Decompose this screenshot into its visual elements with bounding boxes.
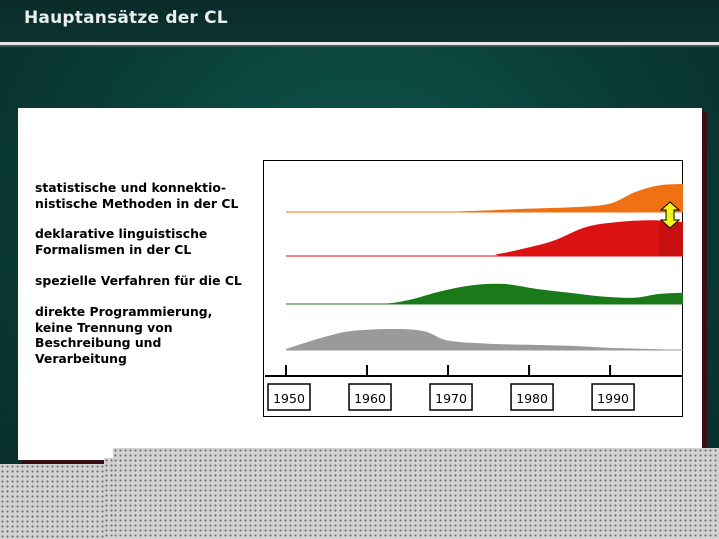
tick-label-1970: 1970 <box>435 391 467 406</box>
series-area-1 <box>286 220 683 256</box>
series-area-2 <box>286 283 683 304</box>
legend-label-special: spezielle Verfahren für die CL <box>35 273 242 288</box>
slide-title: Hauptansätze der CL <box>24 8 228 28</box>
series-layer <box>286 184 683 351</box>
arrow-layer <box>659 201 681 229</box>
tick-box-1970 <box>429 383 473 411</box>
tick-label-1960: 1960 <box>354 391 386 406</box>
tick-box-1980 <box>510 383 554 411</box>
dotted-overlay-step <box>104 458 113 539</box>
timeline-chart: 1950 1960 1970 1980 1990 <box>263 160 683 417</box>
double-arrow-icon <box>659 201 681 229</box>
title-divider-shadow <box>0 45 719 47</box>
tick-box-1990 <box>591 383 635 411</box>
dotted-overlay-right <box>113 448 719 539</box>
tick-label-1980: 1980 <box>516 391 548 406</box>
title-divider <box>0 42 719 45</box>
legend-label-statistical: statistische und konnektio- nistische Me… <box>35 180 239 211</box>
tick-box-1960 <box>348 383 392 411</box>
legend-label-direct: direkte Programmierung, keine Trennung v… <box>35 304 213 366</box>
series-area-0 <box>286 184 683 212</box>
title-bar: Hauptansätze der CL <box>0 0 719 42</box>
dotted-overlay-left <box>0 464 104 539</box>
axis-layer: 1950 1960 1970 1980 1990 <box>267 365 635 411</box>
legend-label-declarative: deklarative linguistische Formalismen in… <box>35 226 208 257</box>
tick-box-1950 <box>267 383 311 411</box>
tick-label-1990: 1990 <box>597 391 629 406</box>
series-area-3 <box>286 329 683 350</box>
tick-label-1950: 1950 <box>273 391 305 406</box>
declarative-shade <box>658 223 683 256</box>
